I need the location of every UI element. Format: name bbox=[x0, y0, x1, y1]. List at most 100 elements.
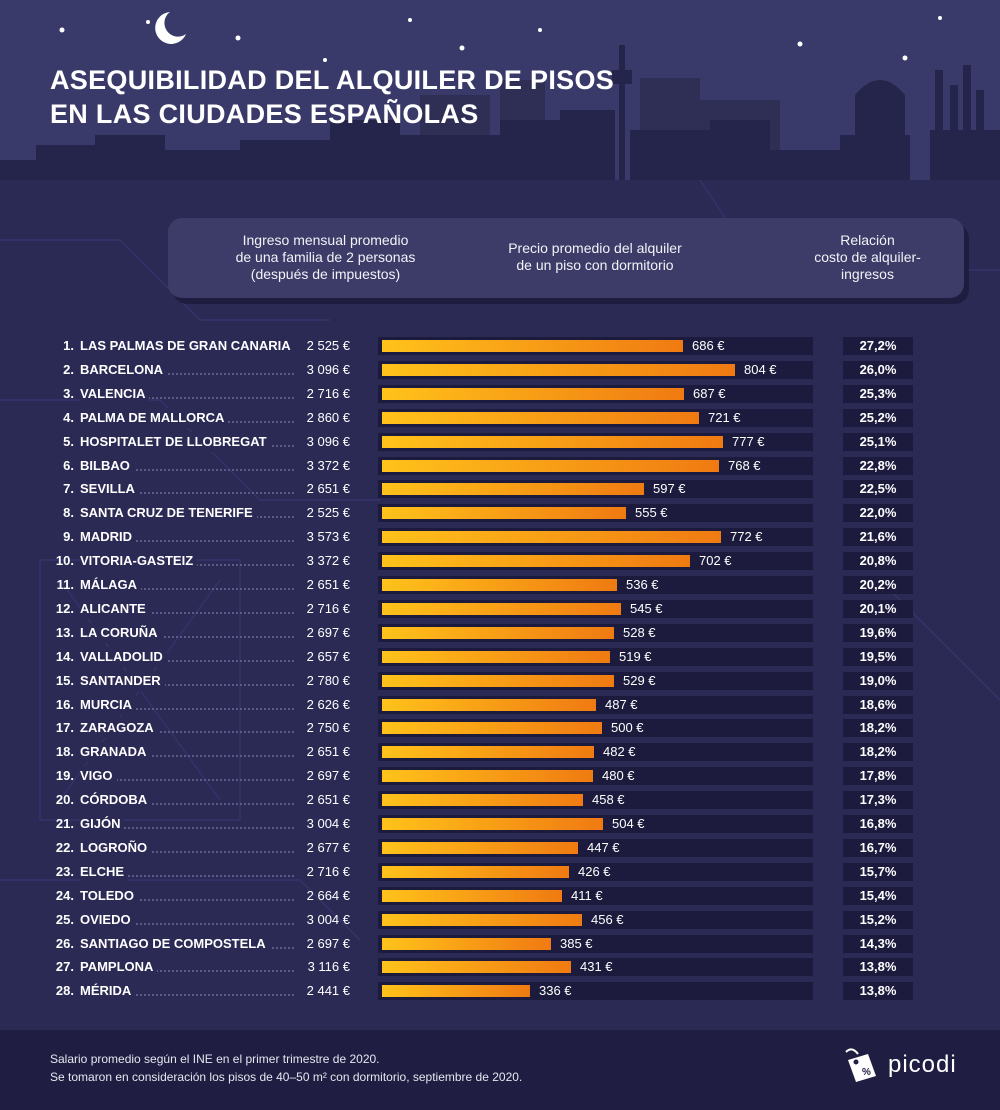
ratio-value: 17,8% bbox=[843, 767, 913, 786]
table-row: 1. LAS PALMAS DE GRAN CANARIA 2 525 € 686 €… bbox=[0, 336, 1000, 356]
table-row: 19. VIGO 2 697 € 480 € 17,8% bbox=[0, 766, 1000, 787]
rent-label: 519 € bbox=[619, 648, 652, 664]
income-value: 2 780 € bbox=[306, 672, 350, 688]
rent-label: 528 € bbox=[623, 624, 656, 640]
income-value: 3 004 € bbox=[306, 911, 350, 927]
city-name: LAS PALMAS DE GRAN CANARIA bbox=[80, 336, 295, 356]
rent-bar bbox=[382, 531, 721, 544]
rent-bar bbox=[382, 865, 569, 878]
ratio-value: 16,7% bbox=[843, 838, 913, 857]
star-icon bbox=[408, 18, 412, 22]
header-rent: Precio promedio del alquiler de un piso … bbox=[508, 240, 682, 273]
income-value: 2 651 € bbox=[306, 577, 350, 592]
income-value: 3 096 € bbox=[306, 361, 350, 377]
income-value: 2 626 € bbox=[306, 696, 350, 712]
rent-label: 768 € bbox=[728, 457, 761, 473]
leader-dots bbox=[80, 372, 294, 375]
rent-label: 686 € bbox=[692, 338, 725, 353]
rank-number: 27. bbox=[55, 959, 74, 975]
rent-bar bbox=[382, 435, 723, 448]
table-row: 21. GIJÓN 3 004 € 504 € 16,8% bbox=[0, 814, 1000, 834]
city-name: LA CORUÑA bbox=[80, 622, 162, 643]
ratio-value: 20,8% bbox=[843, 552, 913, 571]
footnote-salary: Salario promedio según el INE en el prim… bbox=[50, 1052, 380, 1066]
leader-dots bbox=[80, 779, 294, 782]
leader-dots bbox=[80, 731, 294, 734]
leader-dots bbox=[80, 492, 294, 495]
income-value: 2 750 € bbox=[306, 720, 350, 736]
rent-bar bbox=[382, 937, 551, 950]
title-line-2: EN LAS CIUDADES ESPAÑOLAS bbox=[50, 99, 479, 129]
rank-number: 23. bbox=[55, 863, 74, 879]
income-value: 2 651 € bbox=[306, 481, 350, 497]
city-name: BARCELONA bbox=[80, 359, 168, 380]
rent-label: 480 € bbox=[602, 768, 635, 784]
rank-number: 11. bbox=[56, 577, 74, 592]
ratio-value: 18,2% bbox=[843, 743, 913, 762]
rent-bar bbox=[382, 913, 582, 926]
table-row: 25. OVIEDO 3 004 € 456 € 15,2% bbox=[0, 909, 1000, 930]
rent-label: 536 € bbox=[626, 577, 659, 592]
leader-dots bbox=[80, 707, 294, 710]
ratio-value: 22,8% bbox=[843, 456, 913, 475]
income-value: 3 096 € bbox=[306, 433, 350, 449]
ratio-value: 19,6% bbox=[843, 623, 913, 642]
rank-number: 10. bbox=[55, 553, 74, 569]
income-value: 2 651 € bbox=[306, 792, 350, 808]
rent-bar bbox=[382, 889, 562, 902]
table-row: 20. CÓRDOBA 2 651 € 458 € 17,3% bbox=[0, 790, 1000, 811]
star-icon bbox=[146, 20, 150, 24]
rent-bar bbox=[382, 961, 571, 974]
income-value: 2 651 € bbox=[306, 744, 350, 760]
rent-bar bbox=[382, 818, 603, 830]
rent-bar bbox=[382, 722, 602, 735]
rent-bar bbox=[382, 411, 699, 424]
table-row: 17. ZARAGOZA 2 750 € 500 € 18,2% bbox=[0, 718, 1000, 739]
rent-label: 426 € bbox=[578, 863, 611, 879]
city-name: MÁLAGA bbox=[80, 575, 142, 595]
table-row: 4. PALMA DE MALLORCA 2 860 € 721 € 25,2% bbox=[0, 407, 1000, 428]
rank-number: 6. bbox=[63, 457, 74, 473]
table-row: 16. MURCIA 2 626 € 487 € 18,6% bbox=[0, 694, 1000, 715]
table-row: 2. BARCELONA 3 096 € 804 € 26,0% bbox=[0, 359, 1000, 380]
income-value: 3 372 € bbox=[306, 553, 350, 569]
rank-number: 26. bbox=[55, 935, 74, 951]
star-icon bbox=[538, 28, 542, 32]
rent-label: 772 € bbox=[730, 529, 763, 545]
rent-label: 500 € bbox=[611, 720, 644, 736]
income-value: 2 677 € bbox=[306, 839, 350, 855]
rank-number: 3. bbox=[63, 385, 74, 401]
leader-dots bbox=[80, 970, 294, 973]
income-value: 2 525 € bbox=[306, 505, 350, 521]
rent-bar bbox=[382, 650, 610, 663]
rank-number: 20. bbox=[55, 792, 74, 808]
table-row: 14. VALLADOLID 2 657 € 519 € 19,5% bbox=[0, 646, 1000, 667]
rent-bar bbox=[382, 674, 614, 687]
rent-bar bbox=[382, 794, 583, 807]
table-row: 10. VITORIA-GASTEIZ 3 372 € 702 € 20,8% bbox=[0, 551, 1000, 572]
rank-number: 24. bbox=[55, 887, 74, 903]
stars bbox=[59, 16, 942, 62]
ratio-value: 14,3% bbox=[843, 934, 913, 953]
header-income: Ingreso mensual promedio de una familia … bbox=[235, 232, 416, 282]
star-icon bbox=[902, 55, 908, 61]
city-name: ZARAGOZA bbox=[80, 718, 158, 739]
ratio-value: 18,6% bbox=[843, 695, 913, 714]
ratio-value: 15,2% bbox=[843, 910, 913, 929]
rank-number: 2. bbox=[63, 361, 74, 377]
city-name: PAMPLONA bbox=[80, 957, 158, 978]
ratio-value: 16,8% bbox=[843, 815, 913, 833]
ratio-value: 17,3% bbox=[843, 791, 913, 810]
rank-number: 16. bbox=[55, 696, 74, 712]
ratio-value: 19,0% bbox=[843, 671, 913, 690]
leader-dots bbox=[80, 659, 294, 662]
rent-label: 555 € bbox=[635, 505, 668, 521]
rent-label: 411 € bbox=[571, 887, 603, 903]
city-name: MÉRIDA bbox=[80, 981, 136, 1002]
income-value: 2 716 € bbox=[306, 600, 350, 616]
ratio-value: 20,1% bbox=[843, 599, 913, 618]
rent-bar bbox=[382, 841, 578, 854]
rent-bar bbox=[382, 555, 690, 568]
ratio-value: 27,2% bbox=[843, 337, 913, 355]
ratio-value: 19,5% bbox=[843, 647, 913, 666]
